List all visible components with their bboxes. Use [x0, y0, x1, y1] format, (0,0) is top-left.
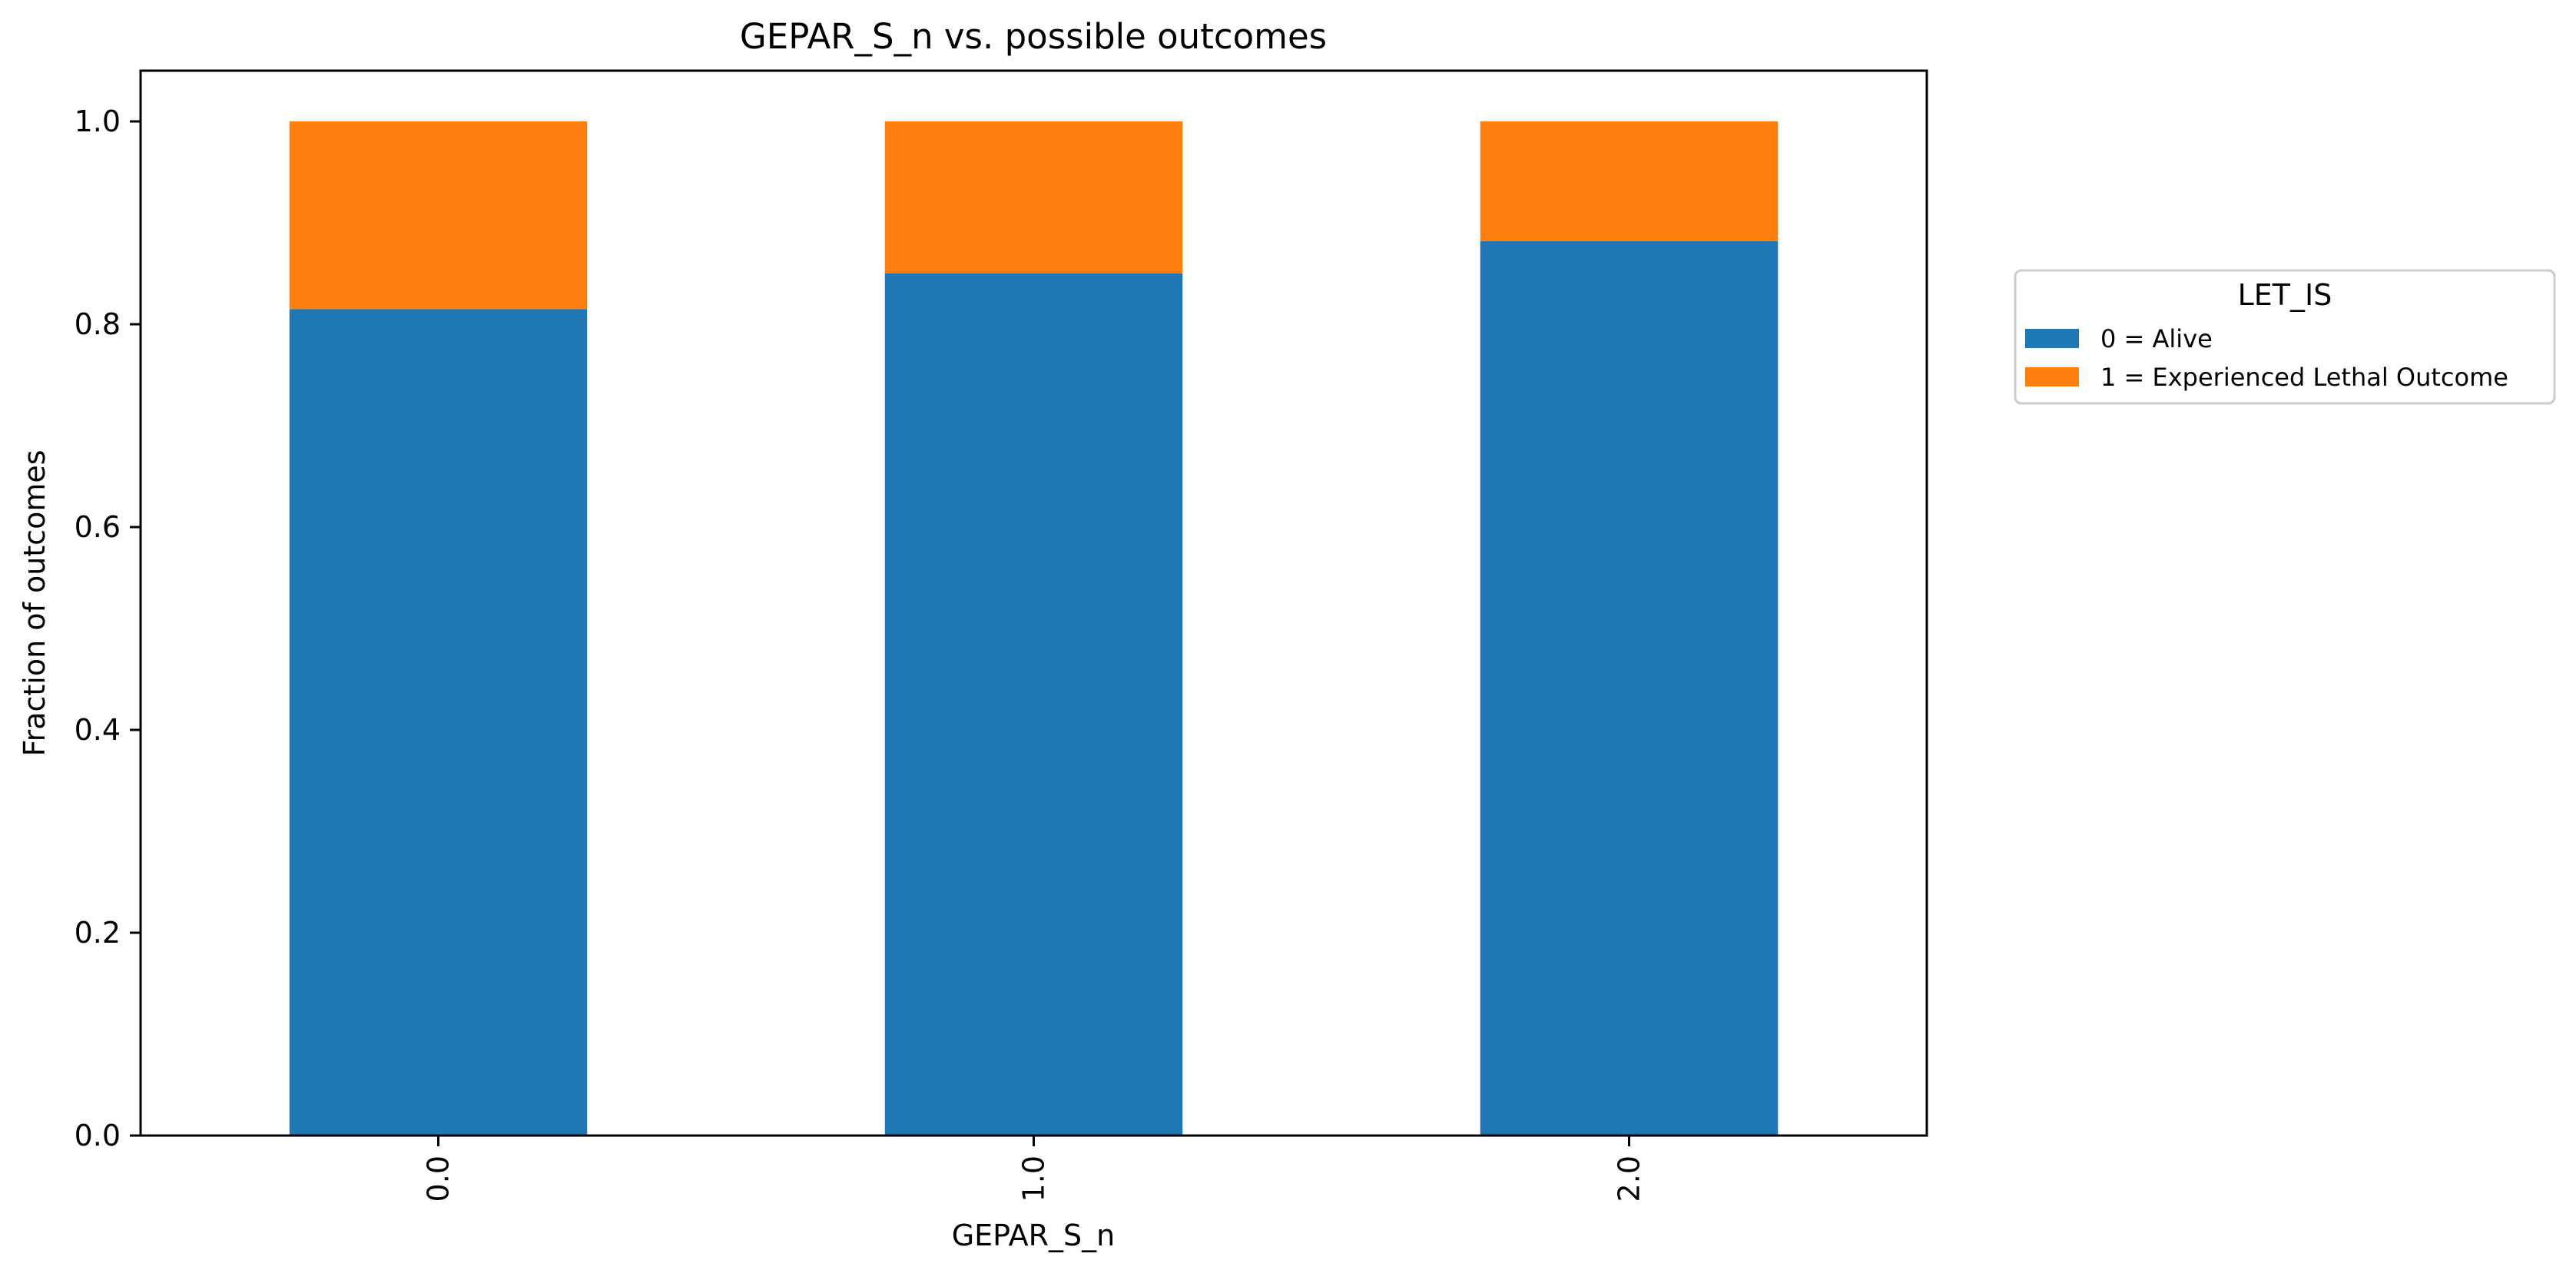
bar-lethal-1: [884, 121, 1183, 274]
legend-title: LET_IS: [2238, 278, 2332, 312]
bar-alive-2: [1480, 240, 1779, 1136]
bar-lethal-0: [289, 121, 588, 310]
y-axis: 0.0 0.2 0.4 0.6 0.8 1.0: [75, 104, 141, 1152]
x-tick-label-2: 2.0: [1613, 1156, 1646, 1202]
legend-swatch-lethal: [2025, 367, 2079, 386]
y-tick-label-5: 1.0: [75, 104, 121, 138]
bar-alive-0: [289, 309, 588, 1136]
y-tick-label-3: 0.6: [75, 510, 121, 544]
bars-layer: [289, 121, 1779, 1136]
legend-label-alive: 0 = Alive: [2100, 324, 2213, 353]
x-axis: 0.0 1.0 2.0: [422, 1136, 1646, 1202]
legend-label-lethal: 1 = Experienced Lethal Outcome: [2100, 363, 2508, 392]
x-tick-label-1: 1.0: [1017, 1156, 1051, 1202]
y-tick-label-2: 0.4: [75, 713, 121, 747]
bar-alive-1: [884, 274, 1183, 1136]
y-tick-label-1: 0.2: [75, 916, 121, 950]
y-tick-label-4: 0.8: [75, 307, 121, 341]
legend-box: [2014, 269, 2556, 405]
legend: LET_IS 0 = Alive 1 = Experienced Lethal …: [2014, 269, 2556, 405]
bar-lethal-2: [1480, 121, 1779, 241]
x-tick-label-0: 0.0: [422, 1156, 456, 1202]
legend-swatch-alive: [2025, 329, 2079, 348]
chart-title: GEPAR_S_n vs. possible outcomes: [740, 16, 1327, 57]
y-axis-label: Fraction of outcomes: [18, 449, 51, 756]
x-axis-label: GEPAR_S_n: [952, 1219, 1116, 1252]
y-tick-label-0: 0.0: [75, 1119, 121, 1152]
